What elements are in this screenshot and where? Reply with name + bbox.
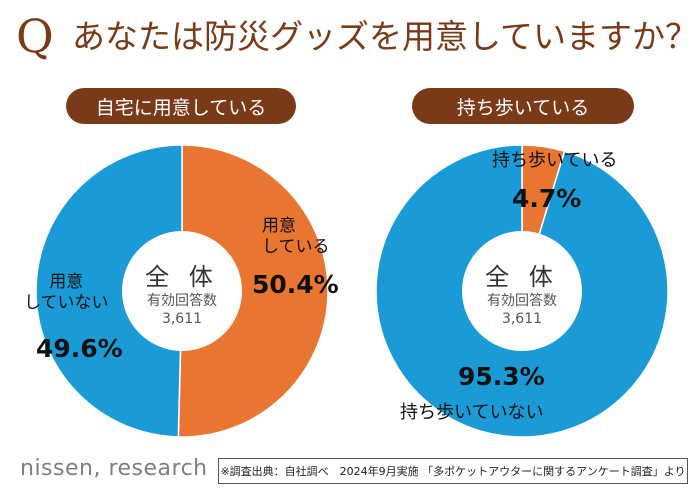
left-pct-not-prepared: 49.6% bbox=[36, 334, 123, 363]
right-chart-title: 持ち歩いている bbox=[412, 88, 634, 124]
brand-logo: nissen, research bbox=[20, 456, 208, 481]
right-center-sub: 有効回答数 bbox=[487, 293, 557, 309]
right-center-label: 全 体 有効回答数 3,611 bbox=[462, 262, 582, 328]
left-center-title: 全 体 bbox=[145, 263, 219, 291]
pie-center-hole bbox=[462, 231, 582, 351]
pie-chart-right bbox=[375, 144, 669, 438]
right-center-count: 3,611 bbox=[501, 311, 543, 327]
page-title: あなたは防災グッズを用意していますか？ bbox=[72, 17, 699, 56]
right-label-not-carrying: 持ち歩いていない bbox=[400, 402, 544, 423]
pie-slice-a bbox=[177, 144, 329, 438]
right-pct-carrying: 4.7% bbox=[512, 184, 582, 213]
left-center-label: 全 体 有効回答数 3,611 bbox=[122, 262, 242, 328]
right-label-carrying: 持ち歩いている bbox=[492, 150, 618, 171]
pie-slice-b bbox=[35, 144, 183, 438]
left-center-sub: 有効回答数 bbox=[147, 293, 217, 309]
source-note: ※調査出典：自社調べ 2024年9月実施 「多ポケットアウターに関するアンケート… bbox=[218, 458, 688, 484]
left-center-count: 3,611 bbox=[161, 311, 203, 327]
right-pct-not-carrying: 95.3% bbox=[458, 362, 545, 391]
left-label-prepared: 用意 している bbox=[262, 216, 330, 257]
right-center-title: 全 体 bbox=[485, 263, 559, 291]
left-pct-prepared: 50.4% bbox=[252, 270, 339, 299]
left-chart-title: 自宅に用意している bbox=[66, 88, 296, 124]
q-mark: Q bbox=[16, 9, 54, 63]
pie-center-hole bbox=[122, 231, 242, 351]
pie-chart-left bbox=[35, 144, 329, 438]
left-label-not-prepared: 用意 していない bbox=[24, 272, 109, 313]
